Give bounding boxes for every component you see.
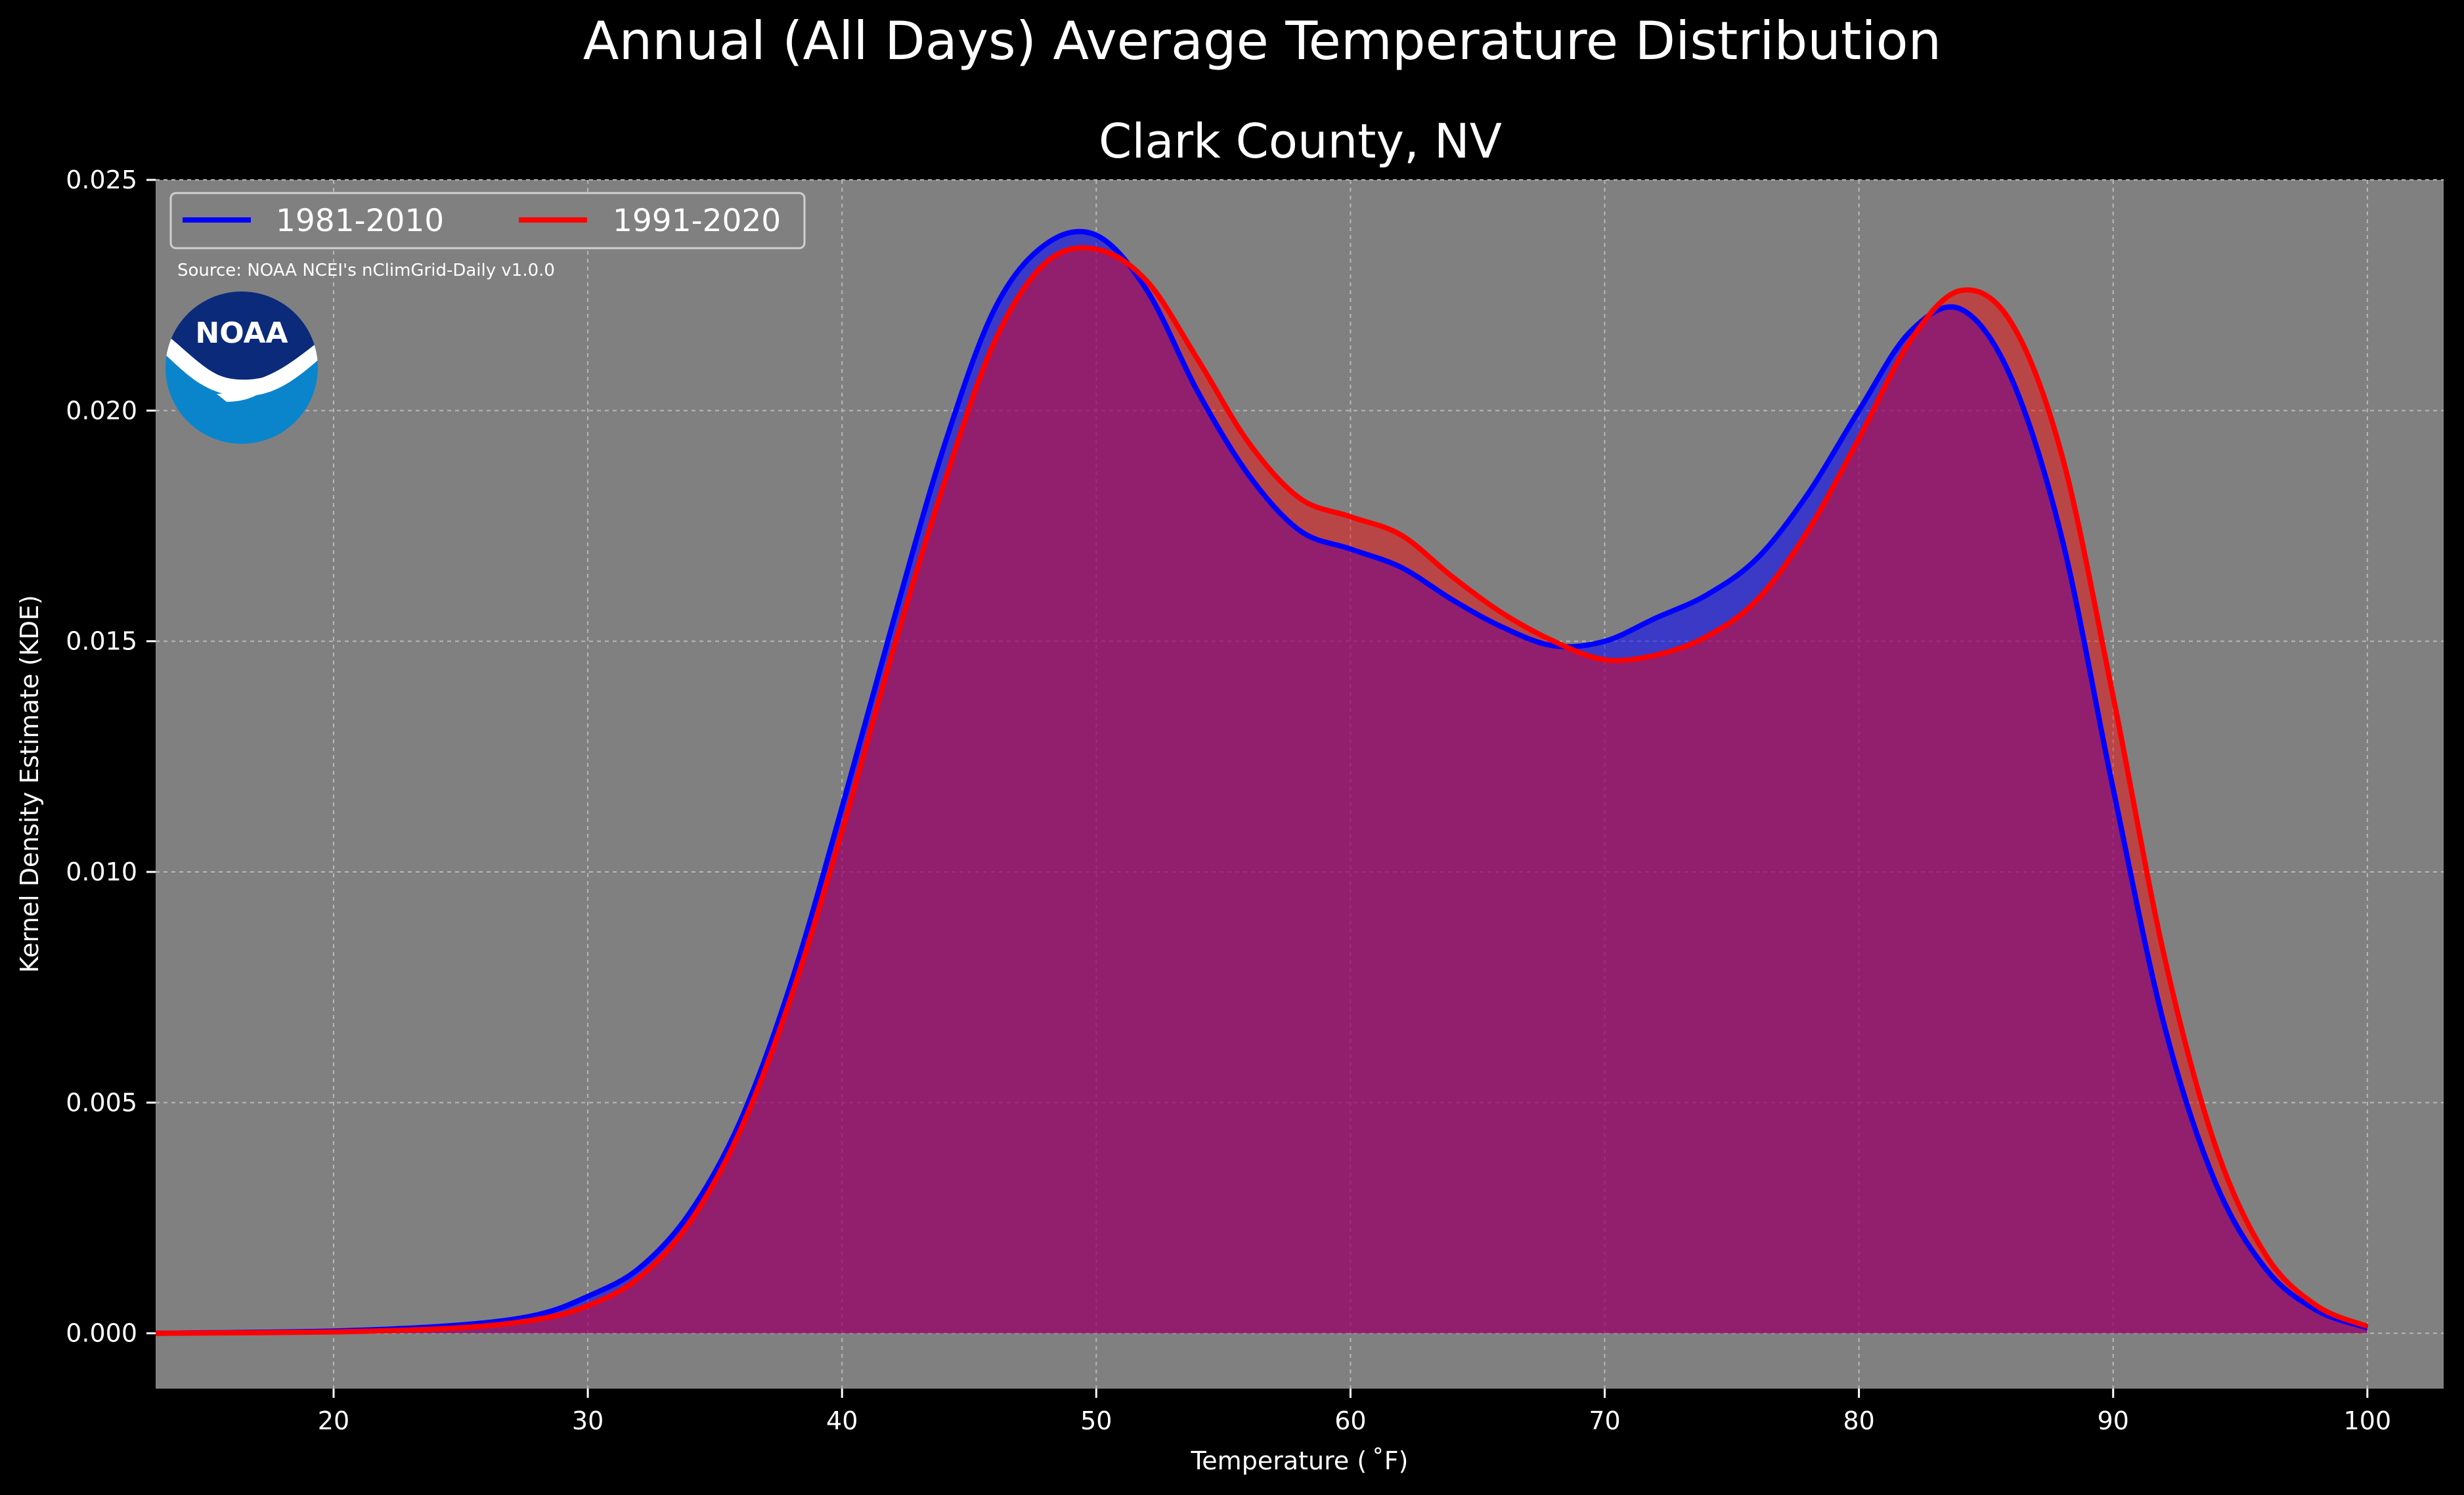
y-tick-label: 0.020 <box>66 396 137 425</box>
noaa-logo-icon: NOAA <box>165 292 318 444</box>
y-tick-label: 0.000 <box>66 1319 137 1348</box>
series-lines <box>155 228 2369 1336</box>
series-fills <box>156 231 2367 1333</box>
legend-label-1991-2020: 1991-2020 <box>613 203 781 239</box>
y-tick-label: 0.015 <box>66 627 137 656</box>
series-line-1991-2020 <box>155 245 2369 1336</box>
x-tick-label: 40 <box>826 1406 858 1435</box>
legend-label-1981-2010: 1981-2010 <box>276 203 444 239</box>
area-fill-1981-2010 <box>156 231 2367 1333</box>
x-tick-label: 70 <box>1589 1406 1620 1435</box>
series-line-1981-2010 <box>155 228 2369 1336</box>
y-axis-ticks: 0.000 0.005 0.010 0.015 0.020 0.025 <box>66 165 156 1348</box>
chart-subtitle: Clark County, NV <box>1099 114 1502 169</box>
x-tick-label: 60 <box>1334 1406 1366 1435</box>
x-axis-ticks: 20 30 40 50 60 70 80 90 100 <box>318 1389 2391 1435</box>
legend: 1981-2010 1991-2020 <box>169 192 806 249</box>
y-axis-label: Kernel Density Estimate (KDE) <box>15 595 44 973</box>
y-tick-label: 0.005 <box>66 1088 137 1117</box>
chart-title: Annual (All Days) Average Temperature Di… <box>583 11 1941 72</box>
legend-frame <box>169 192 806 249</box>
source-note: Source: NOAA NCEI's nClimGrid-Daily v1.0… <box>177 261 555 280</box>
x-tick-label: 90 <box>2098 1406 2129 1435</box>
x-tick-label: 30 <box>572 1406 604 1435</box>
logo-text: NOAA <box>195 316 288 350</box>
area-fill-1991-2020 <box>156 248 2367 1333</box>
x-tick-label: 100 <box>2344 1406 2392 1435</box>
x-tick-label: 20 <box>318 1406 349 1435</box>
y-tick-label: 0.010 <box>66 857 137 886</box>
x-tick-label: 80 <box>1843 1406 1874 1435</box>
x-axis-label: Temperature ( ˚F) <box>1191 1446 1409 1475</box>
y-tick-label: 0.025 <box>66 165 137 194</box>
x-tick-label: 50 <box>1080 1406 1112 1435</box>
